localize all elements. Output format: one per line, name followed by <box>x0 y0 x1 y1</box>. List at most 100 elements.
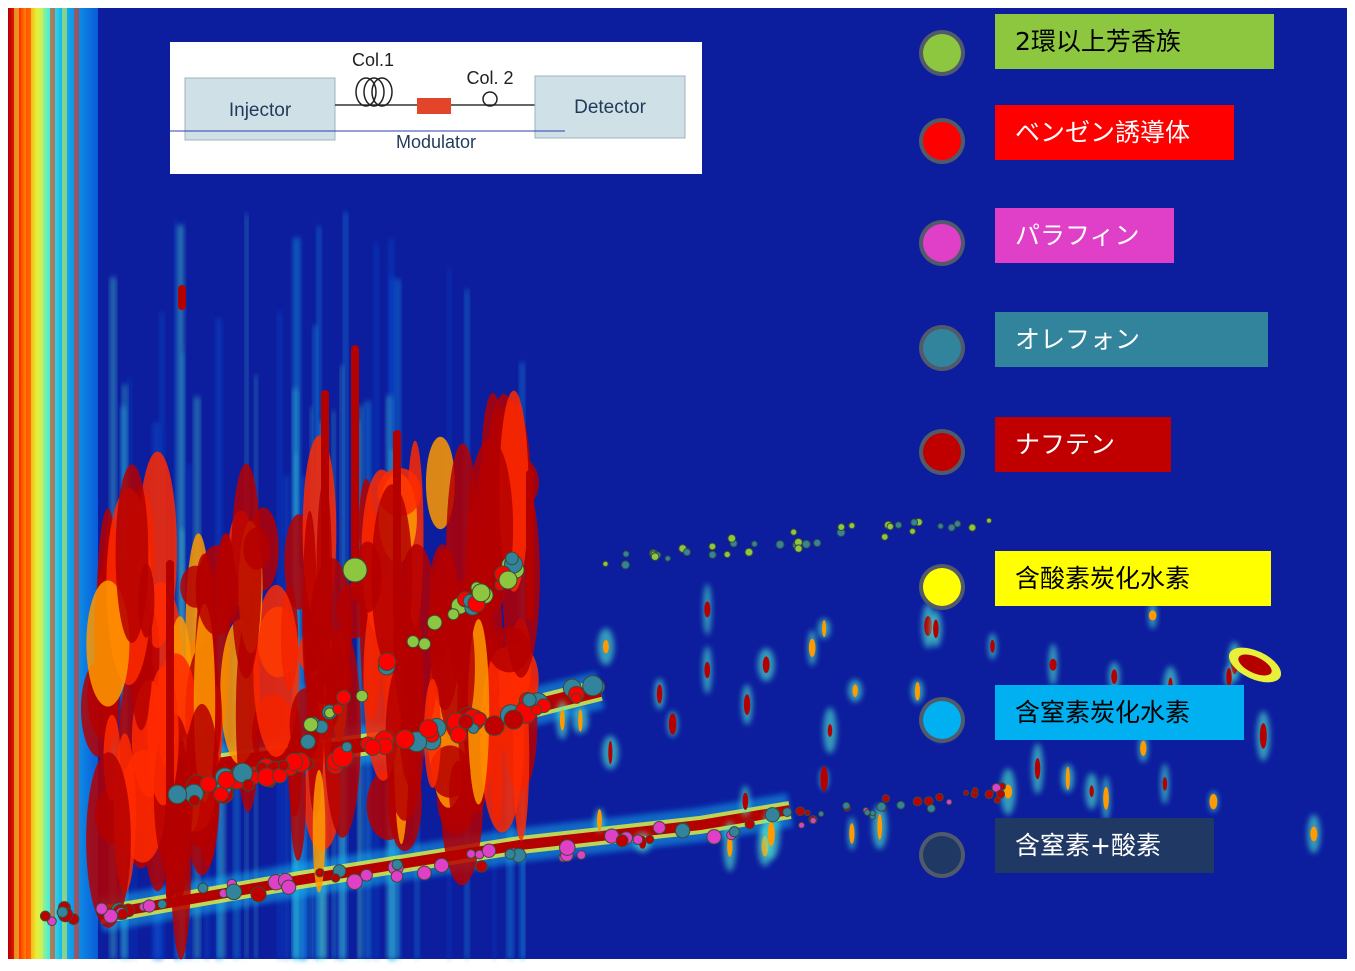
peak-marker <box>330 873 341 883</box>
peak-marker <box>813 538 822 548</box>
minor-peak-core <box>578 709 583 732</box>
peak-marker <box>391 859 403 871</box>
peak-marker <box>881 794 891 803</box>
minor-peak-core <box>827 724 833 737</box>
modulator-label: Modulator <box>396 132 476 152</box>
peak-spike <box>526 470 534 620</box>
peak-marker <box>945 798 953 806</box>
minor-peak-core <box>608 740 613 765</box>
peak-marker <box>723 550 731 559</box>
retention-streak <box>174 218 177 960</box>
peak-marker <box>615 834 629 848</box>
legend-item: ベンゼン誘導体 <box>919 105 1234 164</box>
peak-spike <box>166 560 174 900</box>
legend-label: オレフォン <box>1015 325 1140 354</box>
solvent-streak <box>26 8 31 959</box>
minor-peak-core <box>1034 758 1041 780</box>
peak-spike <box>393 430 401 620</box>
peak-marker <box>342 557 368 583</box>
peak-marker <box>157 899 168 910</box>
peak-marker <box>706 829 722 845</box>
legend-label-box <box>995 818 1214 873</box>
peak-marker <box>652 821 666 835</box>
legend-marker <box>923 34 961 72</box>
minor-peak-core <box>1049 658 1057 671</box>
peak-marker <box>728 826 740 838</box>
peak-marker <box>471 583 491 603</box>
peak-marker <box>935 792 944 802</box>
legend: 2環以上芳香族ベンゼン誘導体パラフィンオレフォンナフテン含酸素炭化水素含窒素炭化… <box>919 14 1274 878</box>
peak-marker <box>582 675 604 697</box>
peak-marker <box>434 857 450 873</box>
col2-coil-icon <box>482 91 498 107</box>
peak-marker <box>142 899 157 913</box>
minor-peak-core <box>656 684 663 704</box>
minor-peak-core <box>1089 785 1094 798</box>
peak-marker <box>912 796 923 807</box>
legend-marker <box>923 329 961 367</box>
minor-peak-core <box>1148 610 1157 621</box>
peak-marker <box>876 801 887 812</box>
peak-marker <box>645 834 655 845</box>
minor-peak-core <box>559 709 565 731</box>
peak-marker <box>300 733 316 750</box>
legend-label-box <box>995 208 1174 263</box>
peak-blob <box>253 584 300 758</box>
minor-peak-core <box>849 823 855 844</box>
peak-marker <box>923 796 934 806</box>
peak-marker <box>481 843 497 858</box>
peak-spike <box>351 345 359 600</box>
peak-marker <box>782 807 793 818</box>
peak-marker <box>217 771 236 790</box>
peak-marker <box>968 523 977 532</box>
solvent-streak <box>62 8 67 959</box>
peak-marker <box>484 715 505 736</box>
peak-marker <box>458 714 474 730</box>
peak-marker <box>570 692 582 704</box>
peak-marker <box>197 882 209 894</box>
minor-peak-core <box>1226 667 1232 687</box>
legend-marker <box>923 836 961 874</box>
peak-marker <box>909 527 917 535</box>
peak-marker <box>953 520 962 528</box>
peak-marker <box>39 910 51 922</box>
peak-spike <box>321 390 329 640</box>
peak-marker <box>622 550 630 558</box>
peak-marker <box>682 548 691 557</box>
peak-blob <box>425 436 455 530</box>
legend-label: パラフィン <box>1015 221 1140 250</box>
peak-marker <box>620 560 630 570</box>
retention-streak <box>234 653 239 959</box>
col1-coil-icon <box>355 77 393 107</box>
detector-box <box>534 75 686 139</box>
peak-marker <box>117 908 129 920</box>
peak-marker <box>727 533 737 543</box>
peak-marker <box>664 555 671 562</box>
peak-blob <box>86 752 131 928</box>
minor-peak-core <box>1162 777 1168 791</box>
peak-marker <box>498 570 518 590</box>
legend-marker <box>923 224 961 262</box>
minor-peak-core <box>727 835 733 857</box>
peak-marker <box>395 729 415 750</box>
peak-marker <box>880 533 889 541</box>
minor-peak-core <box>808 638 816 657</box>
peak-marker <box>894 521 903 529</box>
legend-label-box <box>995 685 1244 740</box>
peak-marker <box>910 518 919 527</box>
peak-marker <box>947 523 956 532</box>
peak-blob <box>480 647 525 833</box>
peak-marker <box>790 528 798 536</box>
peak-marker <box>360 868 373 882</box>
legend-item: 含酸素炭化水素 <box>919 551 1271 610</box>
legend-item: 2環以上芳香族 <box>919 14 1274 76</box>
peak-blob <box>371 484 413 671</box>
detector-label: Detector <box>574 97 646 118</box>
peak-marker <box>225 883 243 901</box>
minor-peak-core <box>1259 723 1267 749</box>
legend-item: パラフィン <box>919 208 1174 266</box>
peak-marker <box>341 741 353 753</box>
peak-marker <box>390 870 404 883</box>
retention-streak <box>177 225 184 959</box>
minor-peak-core <box>704 661 711 679</box>
